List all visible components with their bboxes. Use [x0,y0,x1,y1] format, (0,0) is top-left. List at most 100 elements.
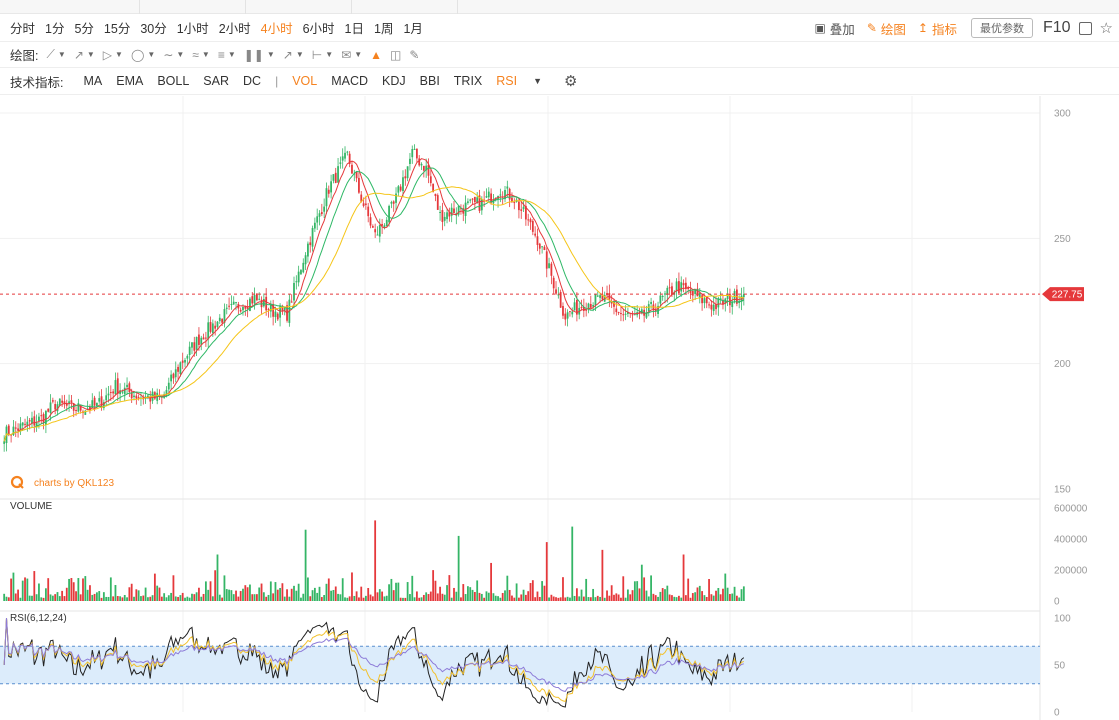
marker-tool-icon[interactable]: ▲ [370,47,383,62]
eraser-icon[interactable]: ✎ [409,47,420,62]
candle [402,177,404,192]
candle [109,392,112,394]
period-fenshi[interactable]: 分时 [10,22,36,36]
period-1min[interactable]: 1分 [45,22,65,36]
period-30min[interactable]: 30分 [140,22,167,36]
candle [309,242,312,246]
candle [256,293,258,301]
indicator-rsi[interactable]: RSI [496,74,518,88]
bars-tool-icon[interactable]: ❚❚ ▼ [243,47,275,62]
volume-bar [485,591,488,601]
period-15min[interactable]: 15分 [103,22,131,36]
candle [318,213,321,217]
volume-bar [358,597,360,601]
candle [267,309,270,311]
line-tool-icon[interactable]: ⟋ ▼ [46,47,66,61]
shape-tool-icon[interactable]: ◯ ▼ [130,47,156,62]
optimal-params-button[interactable]: 最优参数 [970,18,1033,38]
gear-icon[interactable]: ⚙ [564,73,578,90]
volume-bar [272,593,275,601]
indicator-trix[interactable]: TRIX [453,74,483,88]
volume-bar [290,588,293,601]
window-tab[interactable] [40,0,140,14]
candle [38,416,40,421]
text-tool-icon[interactable]: ≡ ▼ [217,47,236,62]
indicator-button[interactable]: ↥ 指标 [918,19,957,38]
axis-tick-label: 400000 [1054,535,1088,546]
indicator-ma[interactable]: MA [83,74,103,88]
volume-bar [559,597,562,601]
volume-bar [629,594,632,601]
period-1mo[interactable]: 1月 [403,22,423,36]
volume-bar [256,594,258,601]
indicator-kdj[interactable]: KDJ [382,74,406,88]
candle [432,183,435,192]
fib-tool-icon[interactable]: ∼ ▼ [163,47,185,62]
volume-bar [232,594,235,601]
pattern-tool-icon[interactable]: ≈ ▼ [192,47,210,62]
indicator-macd[interactable]: MACD [331,74,369,88]
period-6h[interactable]: 6小时 [302,22,335,36]
candle [44,411,47,425]
indicator-boll[interactable]: BOLL [157,74,190,88]
period-4h[interactable]: 4小时 [260,22,293,36]
comment-tool-icon[interactable]: ✉ ▼ [341,47,363,62]
indicator-bbi[interactable]: BBI [419,74,440,88]
period-1w[interactable]: 1周 [374,22,394,36]
period-1h[interactable]: 1小时 [176,22,209,36]
window-tab[interactable] [252,0,352,14]
ray-tool-icon[interactable]: ↗ ▼ [73,47,95,62]
volume-bar [348,596,351,601]
window-tab[interactable] [358,0,458,14]
candle [367,206,370,217]
period-5min[interactable]: 5分 [74,22,94,36]
period-1d[interactable]: 1日 [344,22,364,36]
fullscreen-icon[interactable] [1078,21,1092,35]
candle [467,201,469,203]
overlay-label: 叠加 [829,22,855,37]
candle [239,309,242,312]
volume-bar [617,594,620,601]
volume-bar [332,589,335,601]
volume-bar [35,594,38,601]
candle [249,298,251,311]
measure-tool-icon[interactable]: ⊢ ▼ [311,47,334,62]
candle [678,281,680,294]
volume-bar [198,587,200,601]
candle [126,384,128,388]
volume-bar [483,597,486,601]
indicator-ema[interactable]: EMA [116,74,144,88]
candle [235,302,237,304]
candle [406,166,409,179]
period-2h[interactable]: 2小时 [218,22,251,36]
candle [114,380,117,395]
axis-tick-label: 300 [1054,109,1071,120]
volume-bar [645,590,648,601]
volume-bar [603,597,606,601]
volume-bar [93,593,96,601]
draw-button[interactable]: ✎ 绘图 [867,19,906,38]
volume-bar [585,578,588,601]
candle [191,342,193,348]
axis-tick-label: 250 [1054,234,1071,245]
indicator-more-icon[interactable]: ▼ [533,76,543,86]
star-icon[interactable]: ☆ [1099,20,1113,37]
channel-tool-icon[interactable]: ▷ ▼ [102,47,123,62]
candle [51,400,54,402]
volume-bar [705,596,708,601]
overlay-button[interactable]: ▣ 叠加 [814,19,854,38]
window-tab[interactable] [146,0,246,14]
watermark-text: charts by QKL123 [34,478,114,489]
indicator-vol[interactable]: VOL [292,74,318,88]
chevron-down-icon: ▼ [201,50,210,59]
indicator-sar[interactable]: SAR [203,74,229,88]
indicator-dc[interactable]: DC [243,74,262,88]
candle [524,205,527,220]
chart-area[interactable]: 227.75 charts by QKL123 VOLUME RSI(6,12,… [0,96,1119,720]
chevron-down-icon: ▼ [147,50,156,59]
volume-bar [682,554,685,601]
arrow-tool-icon[interactable]: ↗ ▼ [282,47,304,62]
f10-button[interactable]: F10 [1042,19,1071,36]
delete-icon[interactable]: ◫ [390,47,402,62]
candle [98,398,101,402]
